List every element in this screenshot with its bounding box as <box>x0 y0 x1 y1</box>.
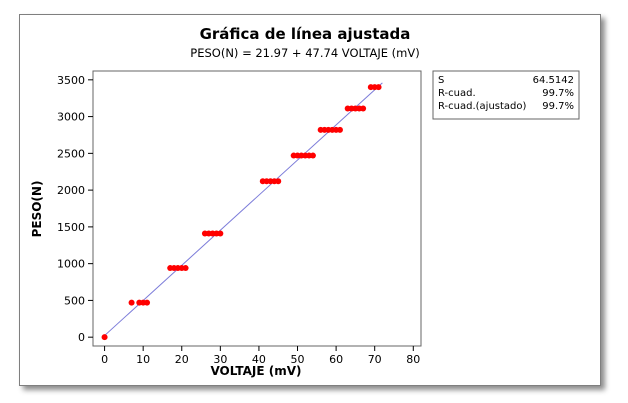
data-point <box>275 178 282 185</box>
y-axis-label: PESO(N) <box>30 181 44 238</box>
stat-label: S <box>438 75 444 86</box>
x-tick-label: 60 <box>329 353 343 366</box>
x-tick-label: 80 <box>406 353 420 366</box>
y-tick-label: 1000 <box>57 258 85 271</box>
chart-frame: Gráfica de línea ajustada PESO(N) = 21.9… <box>19 14 601 386</box>
data-point <box>182 265 189 272</box>
chart-subtitle: PESO(N) = 21.97 + 47.74 VOLTAJE (mV) <box>190 46 419 60</box>
y-tick-label: 2500 <box>57 147 85 160</box>
y-tick-label: 3000 <box>57 111 85 124</box>
stat-label: R-cuad.(ajustado) <box>438 101 527 112</box>
y-tick-label: 500 <box>64 294 85 307</box>
x-tick-label: 10 <box>136 353 150 366</box>
data-point <box>309 152 316 159</box>
data-point <box>375 84 382 91</box>
x-tick-label: 50 <box>291 353 305 366</box>
x-tick-label: 0 <box>101 353 108 366</box>
stat-value: 99.7% <box>542 101 574 112</box>
data-point <box>217 230 224 237</box>
data-point <box>144 299 151 306</box>
x-axis-label: VOLTAJE (mV) <box>210 364 301 378</box>
stat-value: 99.7% <box>542 88 574 99</box>
fitted-line-chart: Gráfica de línea ajustada PESO(N) = 21.9… <box>30 25 580 378</box>
chart-title: Gráfica de línea ajustada <box>200 25 411 43</box>
x-tick-label: 70 <box>368 353 382 366</box>
y-tick-label: 2000 <box>57 184 85 197</box>
fitted-line <box>104 82 383 336</box>
y-tick-label: 0 <box>78 331 85 344</box>
stat-label: R-cuad. <box>438 88 476 99</box>
stats-box <box>432 70 580 120</box>
stat-value: 64.5142 <box>533 75 574 86</box>
data-point <box>336 126 343 133</box>
x-tick-label: 40 <box>252 353 266 366</box>
x-tick-label: 30 <box>213 353 227 366</box>
data-point <box>128 299 135 306</box>
y-tick-label: 1500 <box>57 221 85 234</box>
data-point <box>360 105 367 112</box>
x-tick-label: 20 <box>175 353 189 366</box>
data-point <box>101 334 108 341</box>
y-tick-label: 3500 <box>57 74 85 87</box>
